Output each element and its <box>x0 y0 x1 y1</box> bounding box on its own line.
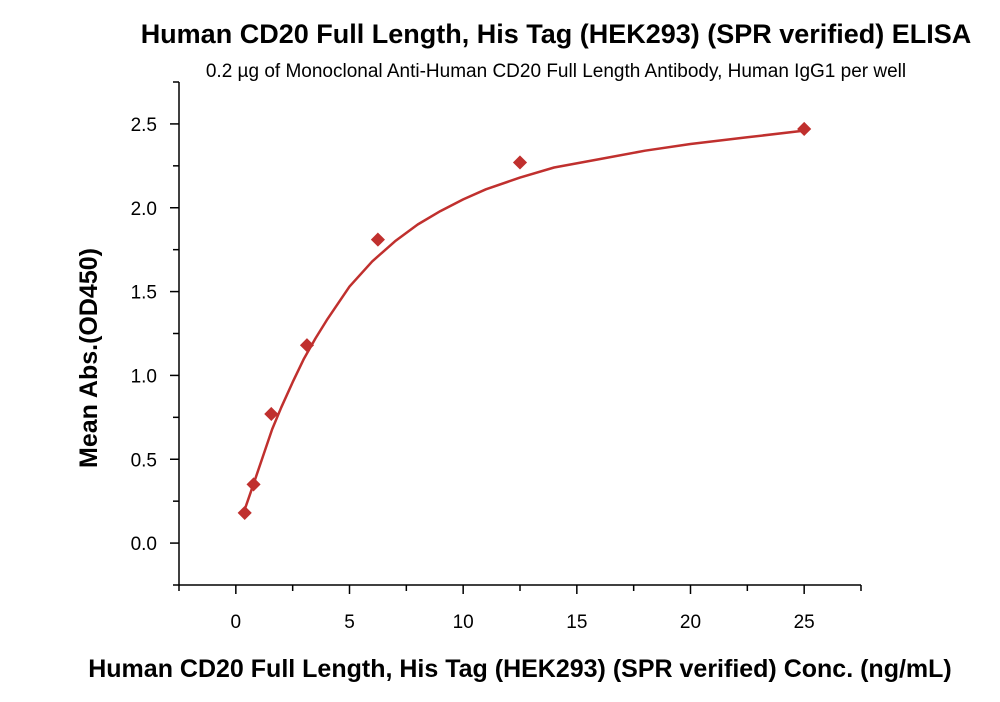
data-point <box>370 232 385 247</box>
fit-curve-group <box>243 129 805 511</box>
x-tick-label: 10 <box>453 612 474 633</box>
fit-curve <box>243 129 805 511</box>
data-point <box>512 155 528 170</box>
x-axis-title: Human CD20 Full Length, His Tag (HEK293)… <box>88 655 952 683</box>
data-points <box>237 121 812 520</box>
x-tick-label: 5 <box>344 612 355 633</box>
chart-title: Human CD20 Full Length, His Tag (HEK293)… <box>141 19 972 49</box>
x-tick-label: 20 <box>680 612 701 633</box>
y-tick-label: 0.5 <box>131 450 157 471</box>
x-ticks: 0 5 10 15 20 25 <box>178 585 862 633</box>
y-tick-label: 0.0 <box>131 534 157 555</box>
data-point <box>797 121 812 137</box>
x-tick-label: 0 <box>231 612 242 633</box>
data-point <box>264 406 279 422</box>
data-point <box>237 505 252 520</box>
data-point <box>246 477 261 492</box>
chart-subtitle: 0.2 µg of Monoclonal Anti-Human CD20 Ful… <box>206 61 906 82</box>
x-tick-label: 25 <box>794 612 815 633</box>
y-tick-label: 2.5 <box>131 115 157 136</box>
y-tick-label: 1.0 <box>131 366 157 387</box>
y-ticks: 0.0 0.5 1.0 1.5 2.0 2.5 <box>131 81 179 586</box>
y-tick-label: 1.5 <box>131 283 157 304</box>
y-axis-title: Mean Abs.(OD450) <box>75 248 103 468</box>
x-tick-label: 15 <box>566 612 587 633</box>
y-tick-label: 2.0 <box>131 199 157 220</box>
data-point <box>299 338 315 353</box>
